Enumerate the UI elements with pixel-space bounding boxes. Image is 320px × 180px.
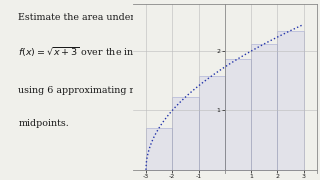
Text: midpoints.: midpoints.	[18, 119, 69, 128]
Text: using 6 approximating rectangles and: using 6 approximating rectangles and	[18, 86, 201, 95]
Bar	[172, 97, 198, 170]
Text: Estimate the area under the graph of: Estimate the area under the graph of	[18, 13, 197, 22]
Bar	[198, 76, 225, 170]
Bar	[225, 59, 251, 170]
Text: $f(x) = \sqrt{x+3}$ over the interval $[-3,3]$: $f(x) = \sqrt{x+3}$ over the interval $[…	[18, 45, 198, 58]
Bar	[251, 44, 277, 170]
Bar	[277, 31, 304, 170]
Bar	[146, 128, 172, 170]
